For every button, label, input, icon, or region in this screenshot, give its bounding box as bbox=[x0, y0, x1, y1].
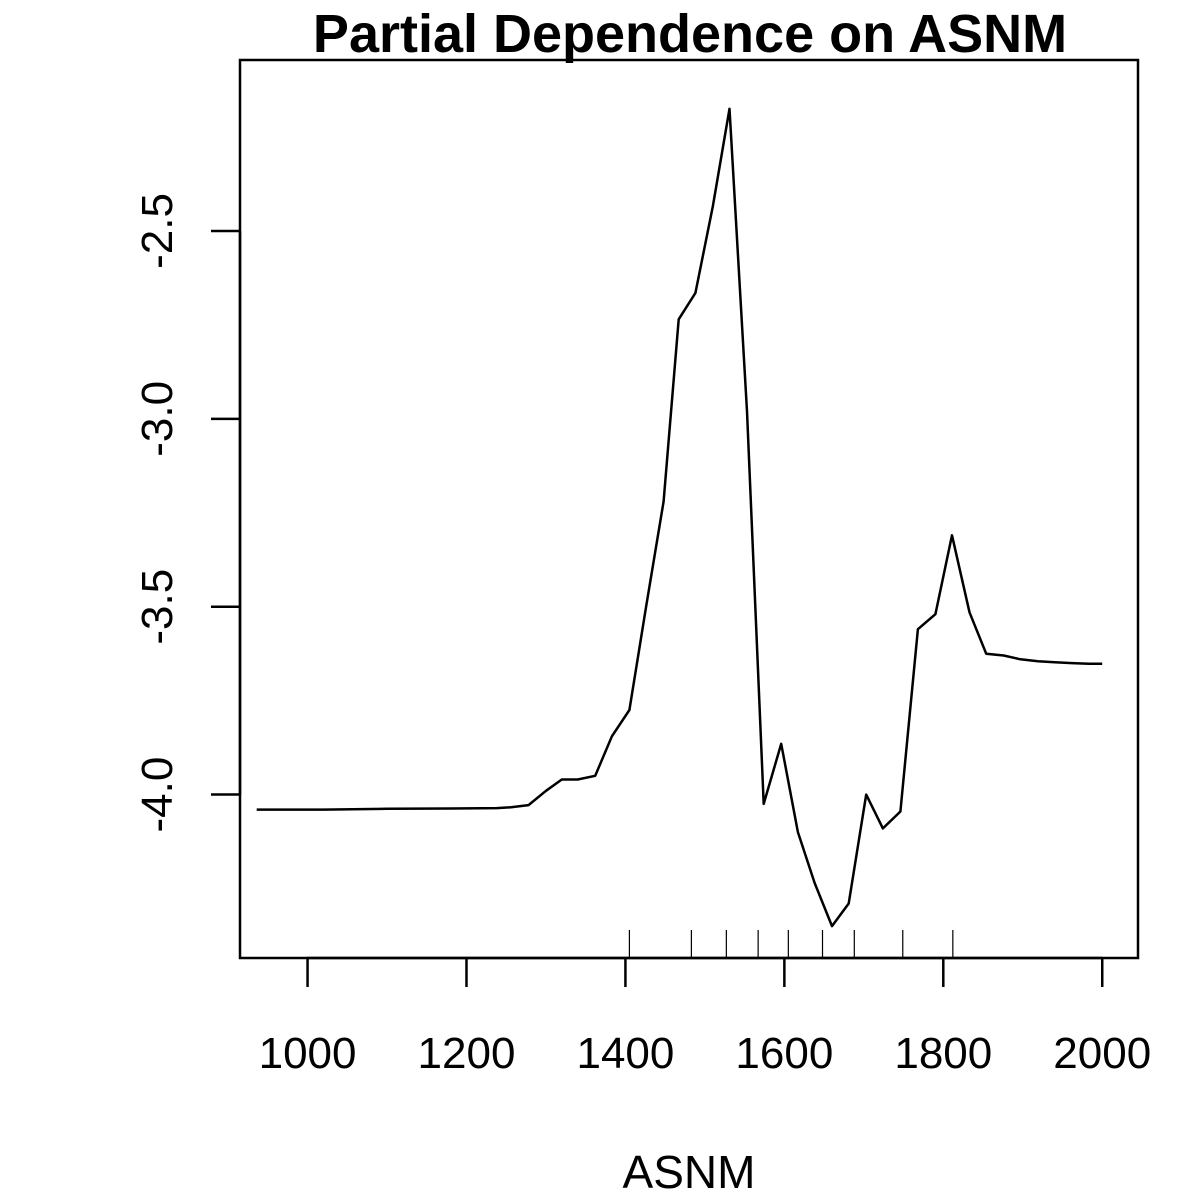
y-tick-label: -3.5 bbox=[133, 569, 182, 645]
x-tick-label: 1400 bbox=[576, 1029, 674, 1078]
series-group bbox=[256, 107, 1103, 928]
y-axis: -4.0 -3.5 -3.0 -2.5 bbox=[133, 193, 242, 833]
x-tick-label: 2000 bbox=[1053, 1029, 1151, 1078]
x-tick-label: 1000 bbox=[259, 1029, 357, 1078]
x-tick-label: 1600 bbox=[735, 1029, 833, 1078]
x-axis-label: ASNM bbox=[623, 1146, 756, 1198]
partial-dependence-line bbox=[256, 107, 1103, 928]
y-tick-label: -4.0 bbox=[133, 757, 182, 833]
x-tick-label: 1200 bbox=[418, 1029, 516, 1078]
plot-frame bbox=[238, 58, 1140, 960]
chart-title: Partial Dependence on ASNM bbox=[313, 4, 1067, 64]
y-tick-label: -2.5 bbox=[133, 193, 182, 269]
x-tick-label: 1800 bbox=[894, 1029, 992, 1078]
rug-marks bbox=[628, 930, 954, 958]
x-axis: 1000 1200 1400 1600 1800 2000 bbox=[259, 956, 1151, 1078]
y-tick-label: -3.0 bbox=[133, 381, 182, 457]
